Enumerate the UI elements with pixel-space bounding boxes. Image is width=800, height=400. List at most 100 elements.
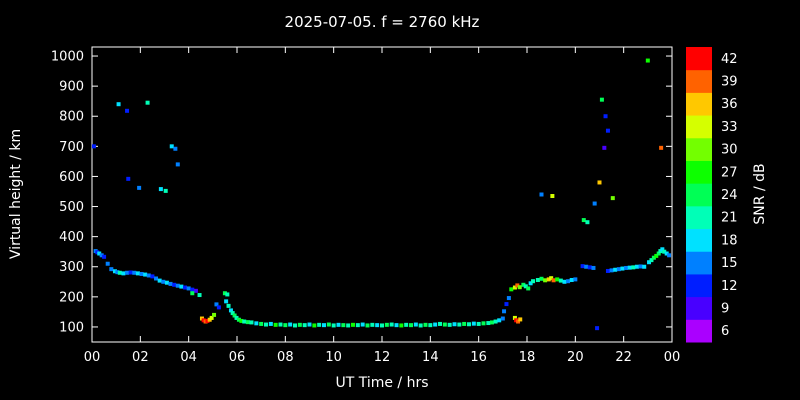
data-point: [599, 97, 604, 102]
data-point: [322, 323, 326, 328]
data-point: [209, 315, 214, 320]
data-point: [268, 321, 273, 326]
data-point: [471, 321, 476, 326]
y-tick-label: 200: [59, 290, 84, 305]
data-point: [624, 265, 629, 270]
data-point: [97, 251, 102, 256]
data-point: [317, 322, 322, 327]
x-tick-label: 20: [567, 350, 584, 365]
data-point: [179, 284, 184, 289]
data-point: [462, 321, 467, 326]
x-tick-label: 02: [132, 350, 149, 365]
data-point: [230, 311, 235, 316]
data-point: [242, 319, 247, 324]
chart-title: 2025-07-05. f = 2760 kHz: [285, 13, 480, 31]
data-point: [154, 276, 159, 281]
data-point: [109, 267, 114, 272]
data-point: [521, 282, 526, 287]
data-point: [115, 270, 120, 275]
plot-border: [91, 46, 673, 343]
x-tick-label: 06: [229, 350, 246, 365]
data-point: [293, 323, 297, 328]
data-point: [605, 128, 610, 133]
x-tick-label: 18: [519, 350, 536, 365]
data-point: [173, 146, 178, 151]
data-point: [428, 323, 433, 328]
data-point: [539, 192, 544, 197]
data-point: [642, 264, 647, 269]
x-tick-label: 08: [277, 350, 294, 365]
data-point: [584, 264, 589, 269]
data-point: [186, 286, 191, 291]
data-point: [190, 291, 195, 296]
y-tick-label: 100: [59, 320, 84, 335]
data-point: [591, 265, 596, 270]
data-point: [116, 102, 121, 107]
colorbar-tick-label: 9: [721, 301, 729, 316]
colorbar-band: [686, 92, 712, 116]
data-point: [278, 322, 283, 327]
data-point: [143, 272, 148, 277]
y-tick-label: 400: [59, 230, 84, 245]
data-point: [531, 279, 536, 284]
data-point: [433, 322, 438, 327]
data-point: [452, 322, 457, 327]
data-point: [516, 319, 521, 324]
data-point: [341, 323, 346, 328]
colorbar-band: [686, 228, 712, 252]
data-point: [512, 285, 517, 290]
data-point: [216, 305, 221, 310]
colorbar-band: [686, 115, 712, 139]
data-point: [394, 323, 399, 328]
data-point: [580, 264, 585, 269]
data-point: [413, 322, 418, 327]
data-point: [121, 271, 126, 276]
colorbar-band: [686, 251, 712, 275]
data-point: [518, 317, 523, 322]
colorbar-tick-label: 42: [721, 52, 738, 67]
data-point: [476, 321, 481, 326]
colorbar-tick-label: 30: [721, 143, 738, 158]
data-point: [336, 322, 341, 327]
data-point: [172, 282, 177, 287]
data-point: [197, 293, 202, 298]
data-point: [193, 288, 198, 293]
data-point: [638, 264, 643, 269]
data-point: [175, 283, 180, 288]
data-point: [659, 145, 664, 150]
data-point: [627, 265, 632, 270]
data-point: [409, 323, 413, 328]
data-point: [664, 251, 669, 256]
data-point: [620, 266, 625, 271]
data-point: [273, 322, 278, 327]
data-point: [595, 326, 600, 331]
x-tick-label: 10: [325, 350, 342, 365]
data-point: [232, 313, 237, 318]
data-point: [486, 321, 491, 326]
data-point: [523, 284, 528, 289]
data-point: [616, 267, 621, 272]
colorbar-band: [686, 47, 712, 71]
data-point: [125, 108, 130, 113]
colorbar-label: SNR / dB: [752, 163, 768, 224]
data-point: [254, 321, 259, 326]
data-point: [481, 321, 486, 326]
data-point: [312, 323, 317, 328]
data-point: [442, 322, 447, 327]
data-point: [558, 278, 563, 283]
data-point: [423, 322, 428, 327]
data-point: [526, 286, 531, 291]
data-point: [355, 323, 360, 328]
y-tick-label: 300: [59, 260, 84, 275]
data-point: [128, 270, 133, 275]
data-point: [245, 320, 250, 325]
data-point: [457, 322, 462, 327]
data-point: [587, 265, 592, 270]
data-point: [145, 100, 150, 105]
data-point: [497, 318, 502, 323]
y-tick-label: 600: [59, 170, 84, 185]
data-point: [500, 316, 505, 321]
data-point: [389, 322, 394, 327]
data-point: [447, 322, 452, 327]
